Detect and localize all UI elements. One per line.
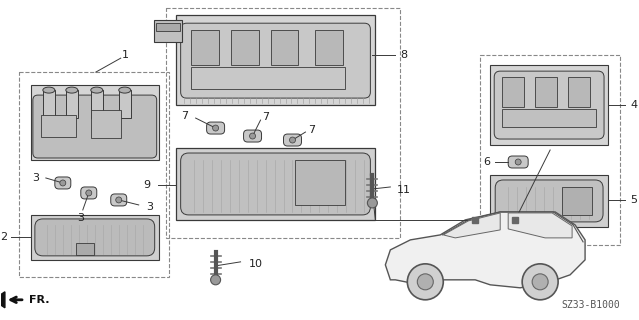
Ellipse shape (66, 87, 78, 93)
Circle shape (367, 198, 378, 208)
Text: 7: 7 (181, 111, 189, 121)
Bar (19, 72, 169, 277)
Bar (76, 243, 94, 255)
Text: 1: 1 (122, 50, 129, 60)
Polygon shape (0, 292, 5, 308)
Circle shape (116, 197, 122, 203)
Text: 11: 11 (396, 185, 410, 195)
Ellipse shape (43, 87, 55, 93)
Bar (316, 30, 343, 65)
Circle shape (289, 137, 295, 143)
FancyBboxPatch shape (206, 122, 224, 134)
Bar (502, 77, 524, 107)
FancyBboxPatch shape (495, 180, 603, 222)
Circle shape (213, 125, 219, 131)
Text: 9: 9 (144, 180, 151, 190)
Bar (490, 65, 608, 145)
Bar (166, 8, 401, 238)
Bar (295, 160, 346, 205)
FancyBboxPatch shape (111, 194, 127, 206)
Bar (231, 30, 259, 65)
Text: 8: 8 (401, 50, 408, 60)
Bar (43, 90, 55, 118)
Text: 3: 3 (146, 202, 153, 212)
Circle shape (407, 264, 443, 300)
Bar (481, 55, 620, 245)
Bar (91, 110, 121, 138)
Text: SZ33-B1000: SZ33-B1000 (561, 300, 620, 310)
Ellipse shape (119, 87, 131, 93)
Bar (176, 148, 375, 220)
Bar (562, 187, 592, 215)
Bar (190, 67, 346, 89)
Circle shape (86, 190, 92, 196)
FancyBboxPatch shape (508, 156, 528, 168)
Text: 7: 7 (263, 112, 270, 122)
Text: 7: 7 (309, 125, 316, 135)
Text: FR.: FR. (29, 295, 49, 305)
Text: 10: 10 (249, 259, 263, 269)
Bar (270, 30, 298, 65)
FancyBboxPatch shape (494, 71, 604, 139)
Ellipse shape (91, 87, 103, 93)
Circle shape (211, 275, 220, 285)
Bar (490, 175, 608, 227)
FancyBboxPatch shape (33, 95, 157, 158)
Circle shape (60, 180, 66, 186)
Text: 2: 2 (0, 232, 7, 242)
FancyBboxPatch shape (55, 177, 71, 189)
Bar (31, 215, 158, 260)
FancyBboxPatch shape (181, 153, 371, 215)
Bar (156, 23, 180, 31)
Bar (66, 90, 78, 118)
Polygon shape (443, 213, 500, 238)
Polygon shape (385, 212, 585, 288)
Bar (154, 20, 181, 42)
Circle shape (522, 264, 558, 300)
Circle shape (250, 133, 256, 139)
Text: 5: 5 (630, 195, 637, 205)
FancyBboxPatch shape (81, 187, 96, 199)
Text: 3: 3 (32, 173, 39, 183)
Bar (190, 30, 219, 65)
Bar (568, 77, 590, 107)
FancyBboxPatch shape (243, 130, 261, 142)
Text: 6: 6 (483, 157, 490, 167)
Bar (502, 109, 596, 127)
Text: 4: 4 (630, 100, 637, 110)
FancyBboxPatch shape (181, 23, 371, 98)
Bar (31, 85, 158, 160)
Bar (176, 15, 375, 105)
FancyBboxPatch shape (284, 134, 302, 146)
Text: 3: 3 (77, 213, 84, 223)
Circle shape (515, 159, 521, 165)
Bar (41, 115, 76, 137)
Circle shape (417, 274, 433, 290)
Bar (535, 77, 557, 107)
Bar (91, 90, 103, 118)
Circle shape (532, 274, 548, 290)
FancyBboxPatch shape (35, 219, 155, 256)
Bar (119, 90, 131, 118)
Polygon shape (508, 213, 572, 238)
